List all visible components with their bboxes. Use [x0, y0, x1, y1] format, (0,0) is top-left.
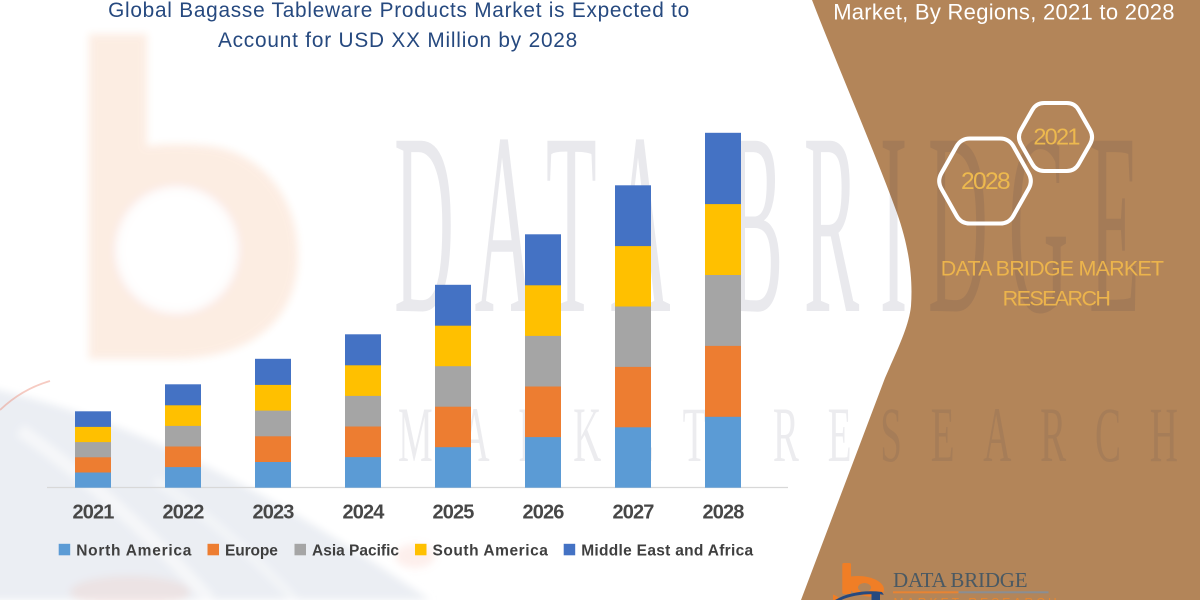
svg-text:RESEARCH: RESEARCH	[1003, 287, 1110, 311]
svg-text:2028: 2028	[961, 168, 1010, 195]
svg-text:MARKET RESEARCH: MARKET RESEARCH	[398, 393, 1200, 479]
svg-text:South America: South America	[433, 543, 549, 560]
svg-text:MARKET RESEARCH: MARKET RESEARCH	[894, 596, 1060, 600]
svg-text:Asia Pacific: Asia Pacific	[312, 543, 399, 560]
svg-text:2025: 2025	[433, 502, 475, 524]
svg-text:DATA BRIDGE: DATA BRIDGE	[893, 568, 1027, 592]
svg-text:Account for USD XX Million by: Account for USD XX Million by 2028	[218, 29, 578, 52]
svg-text:2022: 2022	[163, 502, 205, 524]
svg-text:Europe: Europe	[225, 543, 278, 560]
svg-text:Global Bagasse Tableware Produ: Global Bagasse Tableware Products Market…	[108, 0, 690, 22]
svg-text:Middle East and Africa: Middle East and Africa	[581, 543, 753, 560]
svg-text:DATA BRIDGE MARKET: DATA BRIDGE MARKET	[941, 257, 1164, 281]
svg-text:North America: North America	[76, 543, 192, 560]
svg-text:2027: 2027	[613, 502, 655, 524]
svg-text:Market, By Regions, 2021 to 20: Market, By Regions, 2021 to 2028	[833, 0, 1175, 25]
svg-text:2021: 2021	[1033, 124, 1079, 150]
svg-text:2028: 2028	[703, 502, 745, 524]
svg-text:2023: 2023	[253, 502, 295, 524]
svg-text:2021: 2021	[73, 502, 115, 524]
svg-text:DATA BRIDGE: DATA BRIDGE	[394, 79, 1160, 367]
svg-text:2026: 2026	[523, 502, 565, 524]
svg-text:2024: 2024	[343, 502, 386, 524]
